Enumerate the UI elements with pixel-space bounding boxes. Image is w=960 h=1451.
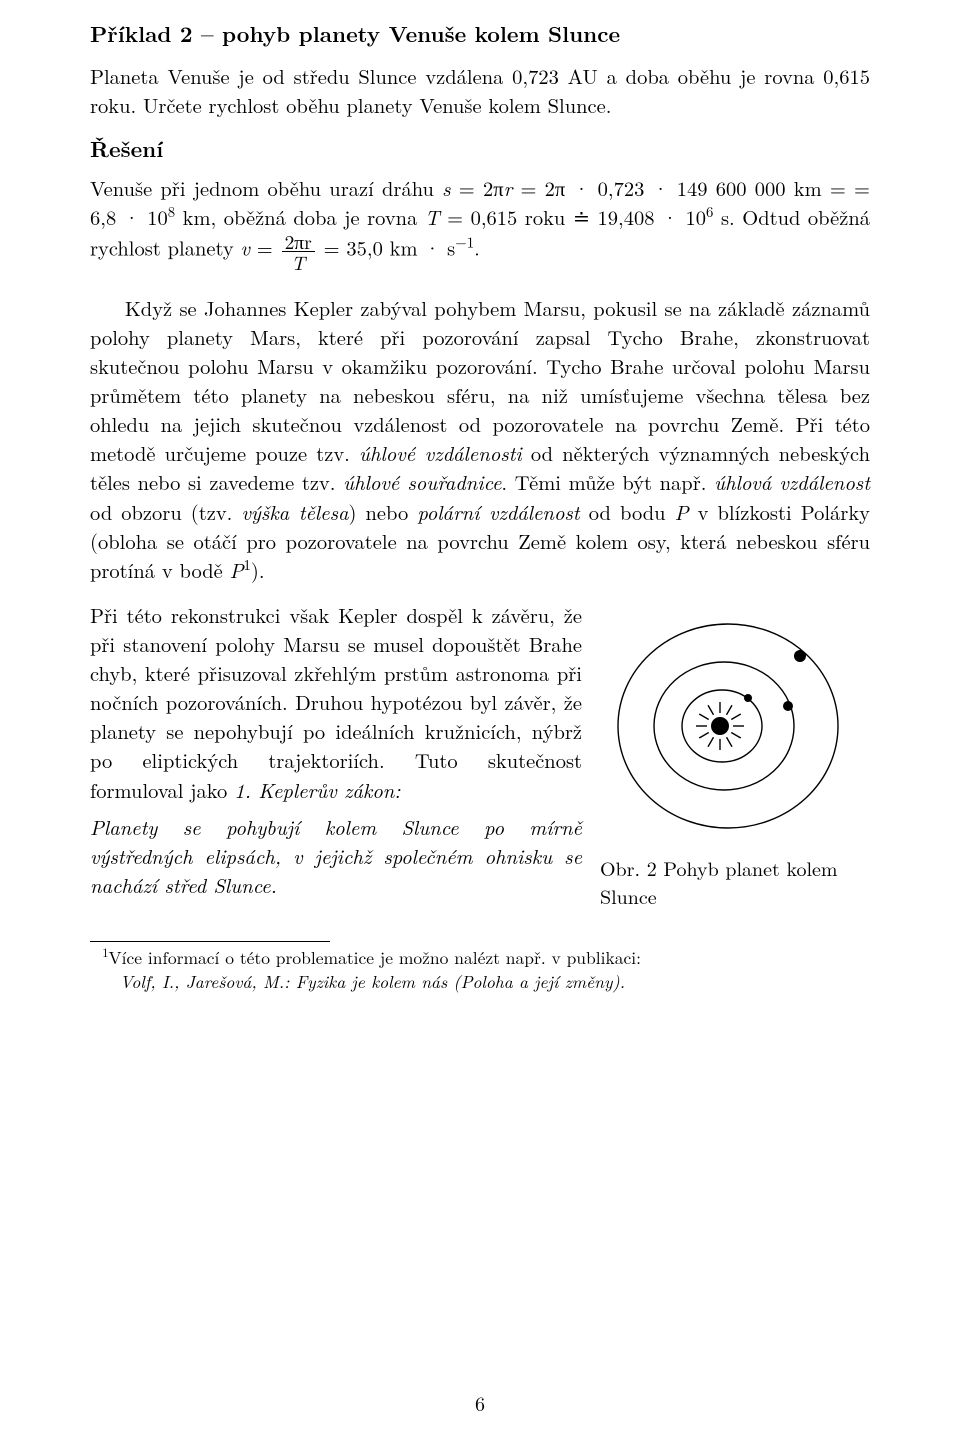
- page: Příklad 2 – pohyb planety Venuše kolem S…: [0, 0, 960, 1451]
- text: = 35,0 km · s: [317, 232, 455, 261]
- text: ) nebo: [348, 497, 417, 526]
- term-uhlova-vzdalenost: úhlová vzdálenost: [714, 467, 870, 496]
- solution-math: Venuše při jednom oběhu urazí dráhu s = …: [90, 173, 870, 273]
- fraction: 2πrT: [282, 231, 315, 273]
- figure-caption: Obr. 2 Pohyb planet kolem Slunce: [600, 854, 870, 911]
- text: od obzoru (tzv.: [90, 497, 241, 526]
- text: = 0,615 roku ≐ 19,408 · 10: [440, 202, 707, 231]
- var-T: T: [425, 202, 440, 231]
- text: . Těmi může být např.: [501, 467, 714, 496]
- var-r: r: [504, 173, 513, 202]
- column-text: Při této rekonstrukci však Kepler dospěl…: [90, 600, 582, 920]
- footnote-rule: [90, 941, 330, 942]
- intro-paragraph: Planeta Venuše je od středu Slunce vzdál…: [90, 61, 870, 119]
- footnote-citation: Volf, I., Jarešová, M.: Fyzika je kolem …: [120, 969, 625, 994]
- text: ).: [251, 555, 265, 584]
- column-figure: Obr. 2 Pohyb planet kolem Slunce: [600, 600, 870, 911]
- example-title: Příklad 2 – pohyb planety Venuše kolem S…: [90, 18, 870, 49]
- term-uhlove-vzdalenosti: úhlové vzdálenosti: [359, 438, 522, 467]
- kepler-paragraph: Při této rekonstrukci však Kepler dospěl…: [90, 600, 582, 804]
- footnote-1: 1Více informací o této problematice je m…: [90, 946, 870, 993]
- exp-8: 8: [168, 201, 175, 222]
- text: .: [474, 232, 480, 261]
- orbit-diagram: [600, 606, 860, 846]
- solution-heading: Řešení: [90, 133, 870, 164]
- law-name: 1. Keplerův zákon:: [234, 775, 400, 804]
- term-vyska-telesa: výška tělesa: [241, 497, 348, 526]
- var-s: s: [442, 173, 450, 202]
- two-column-block: Při této rekonstrukci však Kepler dospěl…: [90, 600, 870, 920]
- text: Při této rekonstrukci však Kepler dospěl…: [90, 600, 582, 804]
- term-polarni-vzdalenost: polární vzdálenost: [417, 497, 579, 526]
- var-P: P: [675, 497, 689, 526]
- var-P2: P: [230, 555, 244, 584]
- exp-minus1: −1: [455, 231, 474, 252]
- term-uhlove-souradnice: úhlové souřadnice: [343, 467, 501, 496]
- kepler-law-statement: Planety se pohybují kolem Slunce po mírn…: [90, 812, 582, 899]
- text: od bodu: [580, 497, 675, 526]
- footnote-text-a: Více informací o této problematice je mo…: [109, 945, 641, 970]
- page-number: 6: [0, 1389, 960, 1417]
- body-paragraph: Když se Johannes Kepler zabýval pohybem …: [90, 293, 870, 584]
- text: = 2π: [451, 173, 504, 202]
- footnote-ref-1: 1: [244, 554, 251, 575]
- text: =: [250, 232, 280, 261]
- var-v: v: [241, 232, 250, 261]
- text: Venuše při jednom oběhu urazí dráhu: [90, 173, 442, 202]
